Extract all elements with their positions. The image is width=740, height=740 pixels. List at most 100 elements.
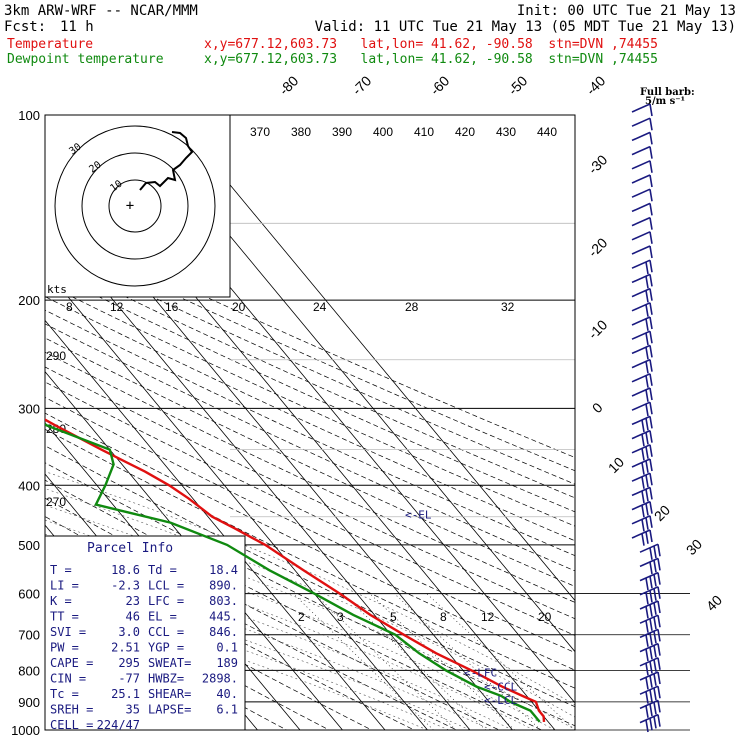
parcel-info-key: SHEAR= xyxy=(148,687,191,701)
wind-barb-staff xyxy=(631,429,651,440)
wind-barb-flag xyxy=(645,620,649,633)
wind-barb xyxy=(631,316,653,331)
parcel-info-value: 2898. xyxy=(202,672,238,686)
sounding-profiles xyxy=(45,418,546,723)
mixing-ratio-line xyxy=(292,593,434,730)
wind-barb-flag xyxy=(645,403,649,417)
wind-barb-flag xyxy=(657,700,661,713)
theta-e-label: 370 xyxy=(250,125,270,139)
wind-barb-flag xyxy=(645,432,649,445)
wind-barb-staff xyxy=(639,642,659,653)
wind-barb-staff xyxy=(631,344,651,355)
wind-barb-flag xyxy=(653,631,657,644)
wind-barb-flag xyxy=(645,592,649,605)
parcel-info-value: 224/47 xyxy=(97,718,140,732)
parcel-info-value: -2.3 xyxy=(111,579,140,593)
wind-barb-flag xyxy=(653,702,657,715)
parcel-info-key: LI = xyxy=(50,579,79,593)
wind-barb-flag xyxy=(641,519,645,532)
parcel-info-value: 846. xyxy=(209,625,238,639)
level-markers: <-EL <-LFC<-CCL<-LCL xyxy=(405,509,517,707)
hodograph-frame xyxy=(44,114,231,298)
dry-adiabat-label: 270 xyxy=(46,495,66,509)
wind-barb-flag xyxy=(649,529,653,543)
wind-barb-flag xyxy=(649,430,653,443)
moist-adiabat xyxy=(45,504,575,730)
plot-frame xyxy=(44,114,576,731)
wind-barb-flag xyxy=(645,347,649,360)
wind-barb-staff xyxy=(631,117,651,127)
parcel-info-key: T = xyxy=(50,563,72,577)
hodograph: + 10 20 30 xyxy=(44,114,231,298)
dry-adiabat xyxy=(45,232,575,472)
parcel-info-key: CCL = xyxy=(148,625,184,639)
wind-barb xyxy=(639,657,661,676)
parcel-info-value: 18.4 xyxy=(209,563,238,577)
wind-barb xyxy=(631,302,653,317)
wind-barb-staff xyxy=(631,188,651,198)
wind-barb-staff xyxy=(631,216,651,227)
hodograph-ring-20 xyxy=(81,152,189,260)
wind-barb-flag xyxy=(653,574,657,587)
wind-barb-flag xyxy=(649,618,653,631)
dewpoint-legend-label: Dewpoint temperature xyxy=(7,52,164,67)
dry-adiabat xyxy=(45,296,575,542)
wind-barb-staff xyxy=(639,557,659,568)
wind-barb-staff xyxy=(631,415,651,426)
wind-barb-flag xyxy=(645,460,649,473)
wind-barb xyxy=(631,259,653,275)
wind-barb xyxy=(631,529,653,546)
wind-barb-staff xyxy=(639,671,659,681)
isotherm-label: -20 xyxy=(585,234,611,260)
wind-barb-flag xyxy=(649,160,653,173)
isotherm xyxy=(45,370,344,730)
wind-barb-flag xyxy=(653,560,657,573)
wind-barb-flag xyxy=(649,288,653,301)
init-time: Init: 00 UTC Tue 21 May 13 xyxy=(516,3,736,19)
wind-barb-flag xyxy=(645,531,649,544)
wind-barb-flag xyxy=(645,332,649,346)
wind-barb-flag xyxy=(649,632,653,646)
parcel-info-value: 40. xyxy=(216,687,238,701)
wind-barb-flag xyxy=(641,462,645,475)
wind-barb-flag xyxy=(645,261,649,275)
wind-barb-flag xyxy=(653,659,657,672)
wind-barb xyxy=(631,415,653,433)
parcel-info-key: EL = xyxy=(148,610,177,624)
moist-adiabat xyxy=(45,580,449,730)
wind-barb-flag xyxy=(649,718,653,731)
dry-adiabat xyxy=(45,351,575,603)
hodograph-ring-30 xyxy=(54,125,216,287)
wind-barb xyxy=(639,713,661,733)
wind-barb xyxy=(639,642,661,662)
wind-barb-flag xyxy=(645,318,649,331)
wind-barb-staff xyxy=(639,600,659,610)
wind-barb-flag xyxy=(645,389,649,402)
wind-barb xyxy=(639,571,661,591)
wind-barb xyxy=(631,330,653,346)
lifted-temp-label: 24 xyxy=(313,300,327,314)
wind-barb-flag xyxy=(653,716,657,729)
mixing-ratio-line xyxy=(314,593,457,730)
wind-barb-staff xyxy=(631,330,651,340)
parcel-info-key: CELL = xyxy=(50,718,93,732)
wind-barb-flag xyxy=(649,331,653,344)
wind-barb-staff xyxy=(631,444,651,454)
isotherm xyxy=(45,268,429,730)
parcel-info-value: 189 xyxy=(216,656,238,670)
wind-barb-flag xyxy=(645,691,649,704)
wind-barb-flag xyxy=(641,434,645,447)
wind-barb xyxy=(631,458,653,475)
wind-barb-flag xyxy=(657,686,661,699)
parcel-info-value: -77 xyxy=(118,672,140,686)
isotherm xyxy=(45,217,471,730)
wind-barb xyxy=(631,429,653,447)
wind-barb xyxy=(639,685,661,704)
wind-barb-staff xyxy=(631,358,651,369)
isotherm-label: -10 xyxy=(585,316,611,342)
parcel-info-key: HWBZ= xyxy=(148,672,184,686)
isotherm-label: 20 xyxy=(651,502,673,524)
wind-barb-flag xyxy=(641,490,645,504)
dry-adiabat xyxy=(45,220,575,458)
